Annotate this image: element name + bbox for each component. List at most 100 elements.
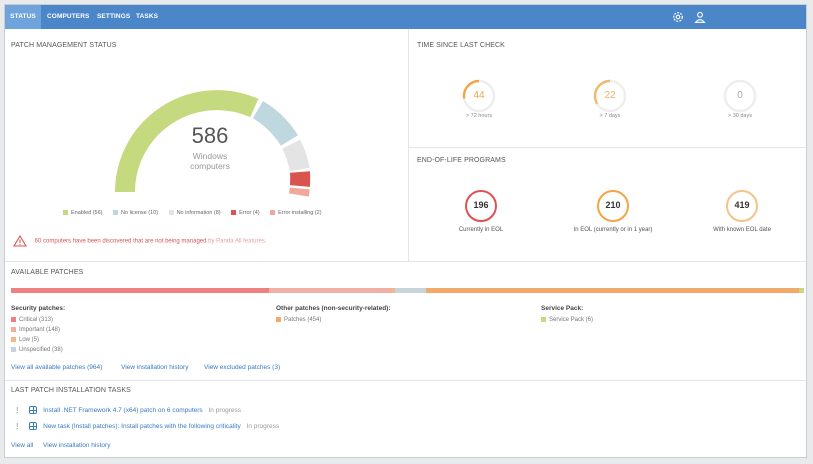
user-icon[interactable] [694, 11, 706, 23]
legend-error-installing[interactable]: Error installing (2) [270, 210, 322, 216]
donut-segment-error-installing [289, 187, 310, 197]
bar-segment-unspecified [395, 288, 426, 293]
vertical-divider [408, 29, 409, 261]
time-label-7d: > 7 days [599, 113, 621, 119]
security-low[interactable]: Low (5) [11, 337, 39, 343]
legend-enabled[interactable]: Enabled (56) [63, 210, 103, 216]
patch-status-donut [115, 90, 311, 197]
tab-status[interactable]: STATUS [5, 5, 41, 29]
available-patches-title: AVAILABLE PATCHES [11, 269, 84, 276]
tab-settings[interactable]: SETTINGS [97, 13, 131, 20]
task-name[interactable]: New task (Install patches): Install patc… [43, 423, 241, 430]
security-important[interactable]: Important (148) [11, 327, 60, 333]
legend-no-license[interactable]: No license (10) [113, 210, 158, 216]
security-patches-heading: Security patches: [11, 305, 66, 312]
time-ring-7d [593, 79, 627, 113]
view-excluded-patches-link[interactable]: View excluded patches (3) [204, 364, 281, 371]
bar-segment-important [269, 288, 391, 293]
legend-swatch-error [231, 210, 237, 216]
warning-link[interactable]: by Panda All features. [208, 238, 267, 245]
service-pack-heading: Service Pack: [541, 305, 584, 312]
bar-segment-service-pack [799, 288, 804, 293]
time-value-7d: 22 [604, 90, 616, 101]
item-label: Important (148) [19, 327, 61, 334]
time-since-title: TIME SINCE LAST CHECK [417, 42, 505, 49]
task-status: In progress [246, 423, 280, 430]
eol-label-1year: In EOL (currently or in 1 year) [573, 227, 653, 233]
time-value-30d: 0 [737, 90, 743, 101]
task-row: ⋮ New task (Install patches): Install pa… [14, 422, 280, 431]
eol-title: END-OF-LIFE PROGRAMS [417, 157, 506, 164]
time-ring-72h [462, 79, 496, 113]
more-options-icon[interactable]: ⋮ [14, 423, 21, 430]
total-computers-count: 586 [191, 123, 229, 148]
task-status: In progress [208, 407, 242, 414]
section-divider [5, 380, 806, 381]
bar-segment-other-patches [426, 288, 799, 293]
legend-swatch-error-installing [270, 210, 276, 216]
app-window: STATUS COMPUTERS SETTINGS TASKS PATCH MA… [4, 4, 807, 458]
tab-tasks[interactable]: TASKS [136, 13, 159, 20]
security-critical[interactable]: Critical (313) [11, 317, 53, 323]
service-pack-item[interactable]: Service Pack (6) [541, 317, 593, 323]
task-grid-icon [29, 422, 38, 431]
more-options-icon[interactable]: ⋮ [14, 407, 21, 414]
legend-no-information[interactable]: No information (8) [168, 210, 221, 216]
view-all-tasks-link[interactable]: View all [11, 442, 34, 449]
eol-ring-known[interactable] [725, 189, 759, 223]
legend-swatch-no-license [113, 210, 119, 216]
view-installation-history-link[interactable]: View installation history [121, 364, 189, 371]
top-nav-bar: STATUS COMPUTERS SETTINGS TASKS [5, 5, 806, 29]
patch-status-legend: Enabled (56) No license (10) No informat… [63, 210, 331, 216]
task-name[interactable]: Install .NET Framework 4.7 (x64) patch o… [43, 407, 203, 414]
section-divider [409, 147, 806, 148]
task-row: ⋮ Install .NET Framework 4.7 (x64) patch… [14, 406, 242, 415]
warning-text: 60 computers have been discovered that a… [34, 238, 207, 245]
donut-segment-no-license [252, 100, 298, 147]
warning-icon [13, 234, 27, 247]
swatch-critical [11, 317, 16, 322]
total-computers-label-line2: computers [190, 161, 230, 171]
view-all-patches-link[interactable]: View all available patches (964) [11, 364, 103, 371]
time-label-30d: > 30 days [727, 113, 752, 119]
donut-segment-no-information [282, 139, 310, 172]
view-task-history-link[interactable]: View installation history [43, 442, 111, 449]
last-tasks-title: LAST PATCH INSTALLATION TASKS [11, 387, 131, 394]
eol-label-current: Currently in EOL [458, 227, 504, 233]
item-label: Unspecified (38) [19, 347, 63, 354]
eol-label-known: With known EOL date [713, 227, 771, 233]
tab-computers[interactable]: COMPUTERS [47, 13, 90, 20]
security-unspecified[interactable]: Unspecified (38) [11, 347, 63, 353]
legend-label: Error (4) [239, 210, 260, 216]
legend-swatch-no-information [168, 210, 174, 216]
other-patches-item[interactable]: Patches (454) [276, 317, 321, 323]
eol-value-known: 419 [734, 200, 750, 210]
time-value-72h: 44 [473, 90, 485, 101]
other-patches-heading: Other patches (non-security-related): [276, 305, 391, 312]
swatch-low [11, 337, 16, 342]
total-computers-label-line1: Windows [192, 151, 228, 161]
patch-status-title: PATCH MANAGEMENT STATUS [11, 42, 117, 49]
item-label: Service Pack (6) [549, 317, 594, 324]
item-label: Critical (313) [19, 317, 54, 324]
eol-ring-current[interactable] [464, 189, 498, 223]
unmanaged-warning: 60 computers have been discovered that a… [13, 234, 267, 247]
eol-ring-1year[interactable] [596, 189, 630, 223]
patches-stacked-bar [11, 288, 804, 293]
swatch-important [11, 327, 16, 332]
gear-icon[interactable] [672, 11, 684, 23]
eol-value-1year: 210 [605, 200, 621, 210]
donut-segment-enabled [115, 90, 259, 193]
item-label: Patches (454) [284, 317, 322, 324]
legend-swatch-enabled [63, 210, 68, 216]
swatch-other-patches [276, 317, 281, 322]
legend-label: No information (8) [176, 210, 221, 216]
time-ring-30d [723, 79, 757, 113]
item-label: Low (5) [19, 337, 40, 344]
swatch-service-pack [541, 317, 546, 322]
bar-segment-low [391, 288, 395, 293]
legend-label: Error installing (2) [278, 210, 322, 216]
section-divider [5, 261, 806, 262]
legend-error[interactable]: Error (4) [231, 210, 260, 216]
bar-segment-critical [11, 288, 269, 293]
